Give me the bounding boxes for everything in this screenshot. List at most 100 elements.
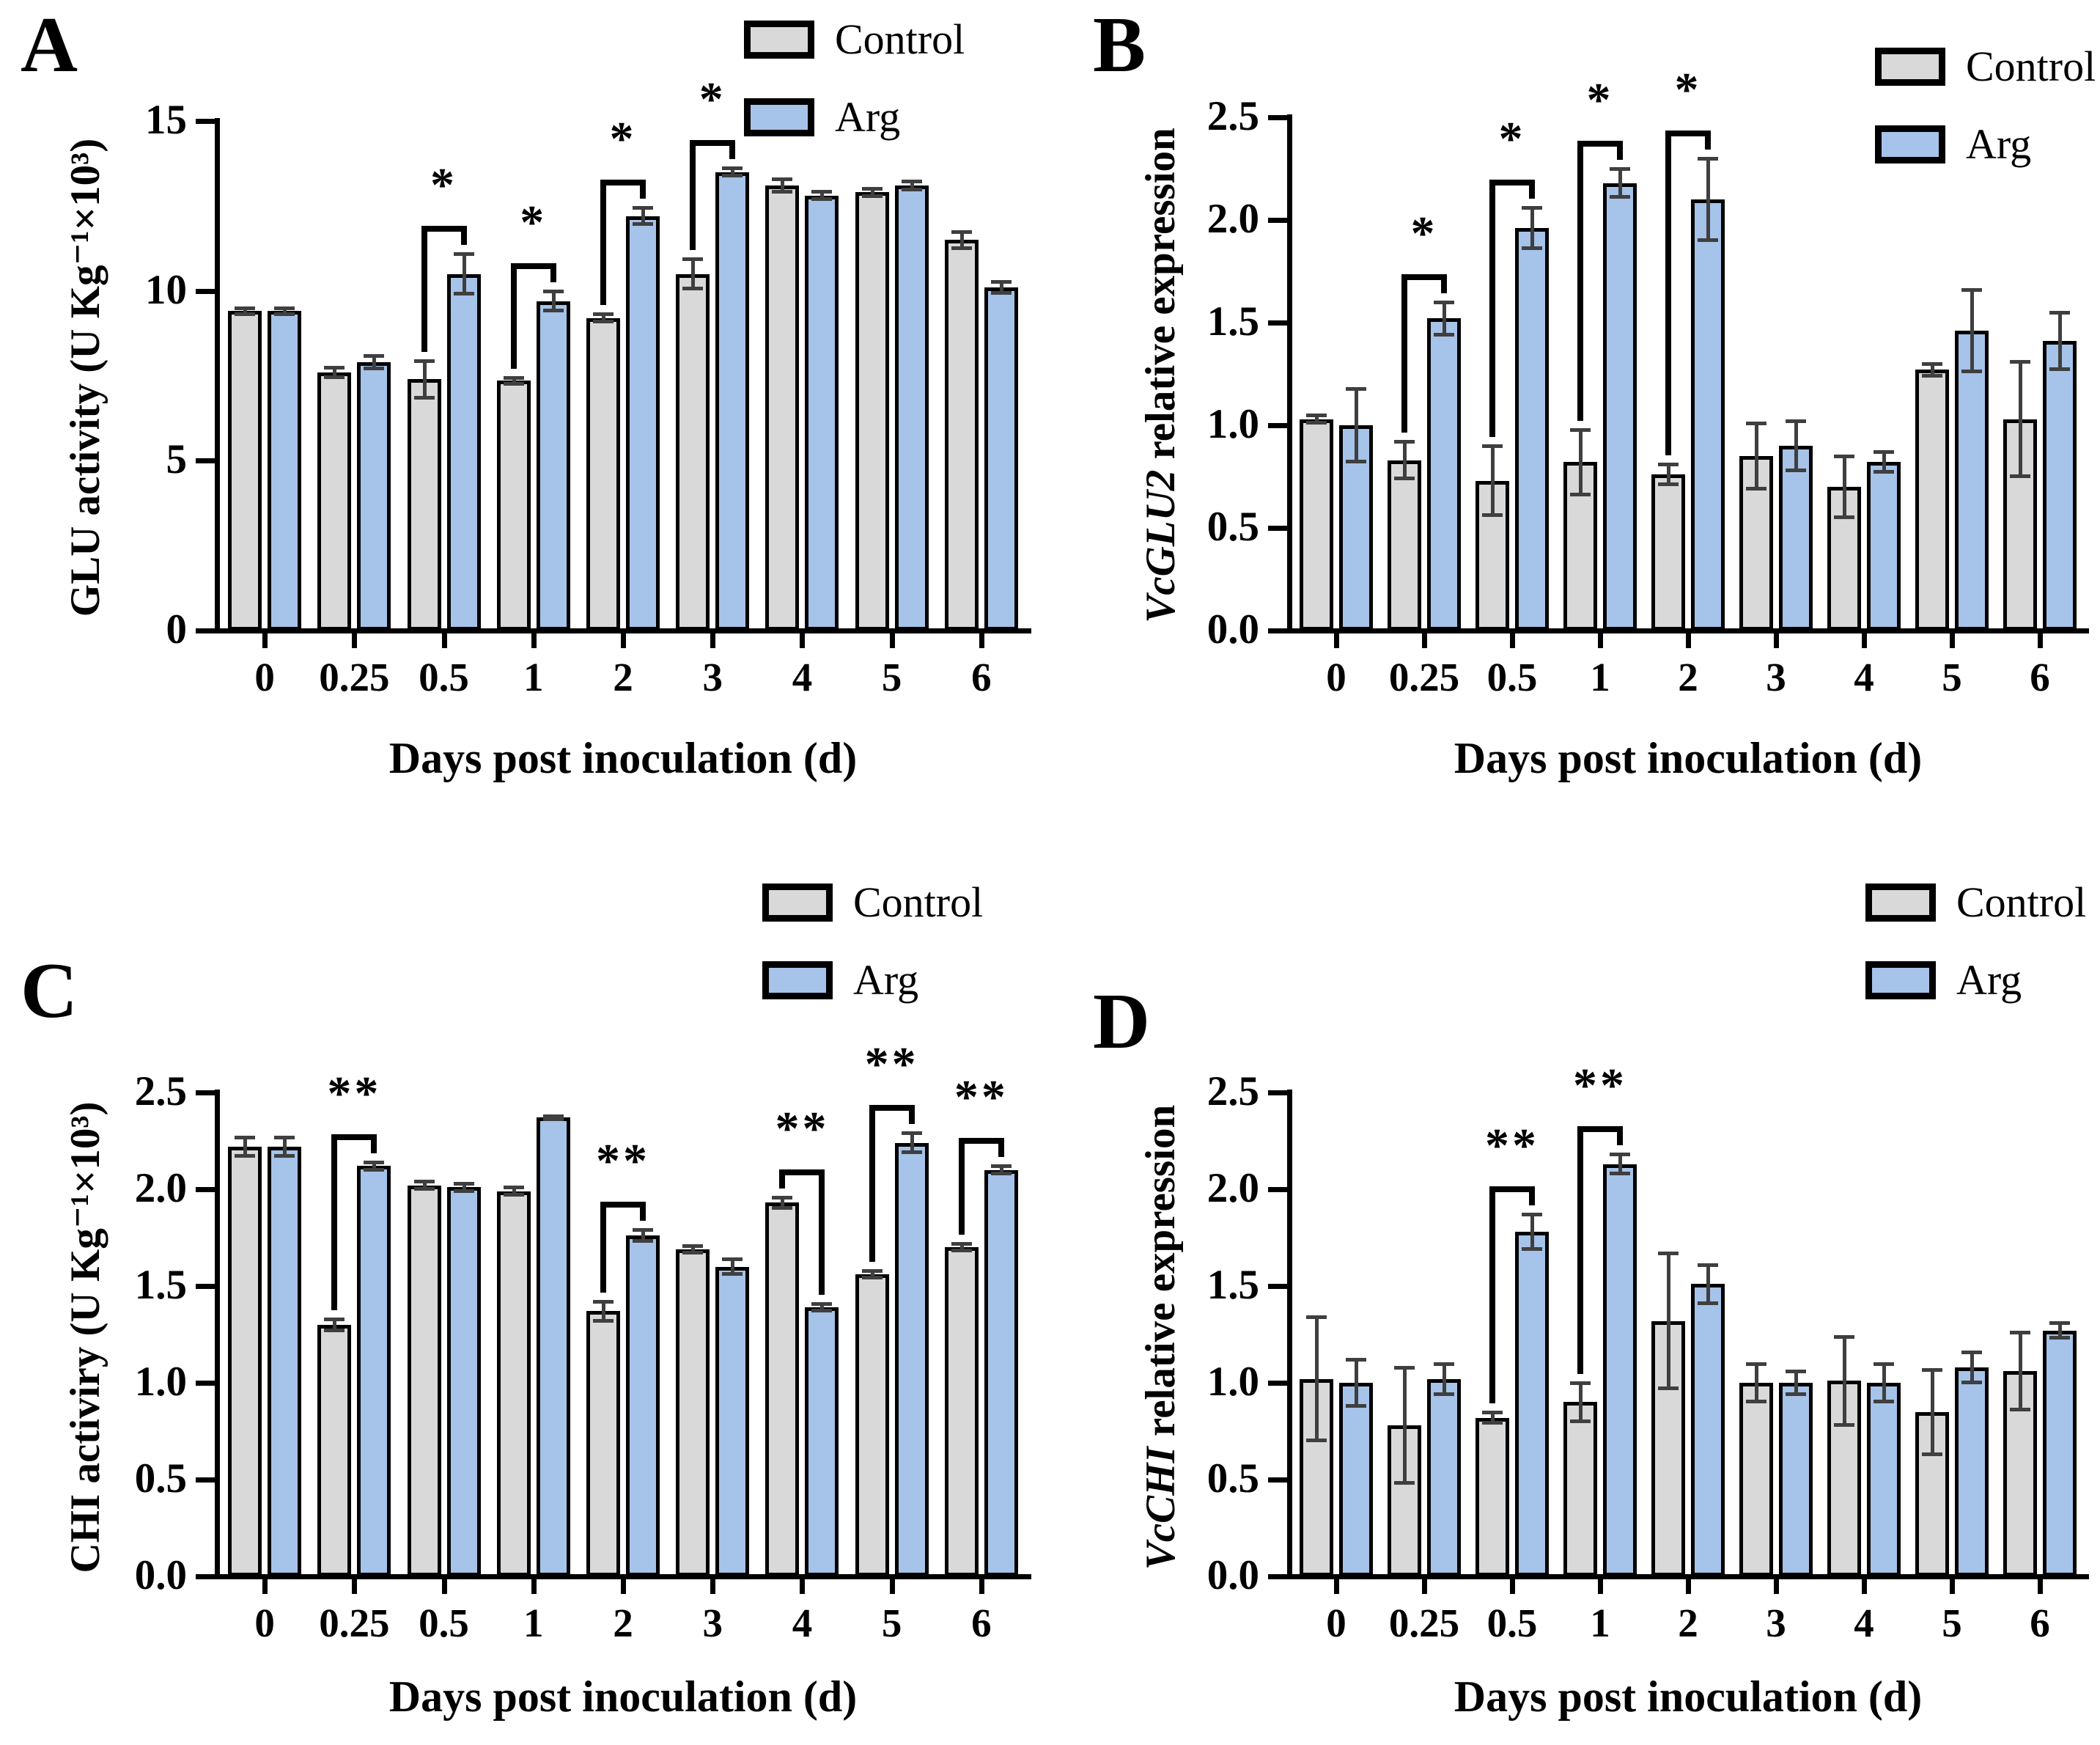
x-axis-title-a: Days post inoculation (d) xyxy=(388,734,858,782)
error-bar xyxy=(512,1187,516,1195)
x-tick-label: 3 xyxy=(1766,1601,1786,1645)
error-bar-cap-top xyxy=(1522,1213,1542,1217)
error-bar-cap-top xyxy=(1346,1358,1366,1362)
error-bar xyxy=(422,360,427,398)
error-bar-cap-top xyxy=(772,1195,793,1200)
error-bar-cap-top xyxy=(1698,1263,1718,1267)
x-tick-label: 0.25 xyxy=(319,1601,390,1645)
sig-bracket-leg-right xyxy=(1529,1186,1535,1206)
bar-arg-day-5 xyxy=(1955,331,1989,631)
x-axis-title-c: Days post inoculation (d) xyxy=(388,1672,858,1721)
error-bar-cap-bottom xyxy=(1482,1421,1503,1425)
legend-item-arg: Arg xyxy=(744,96,965,139)
x-tick-label: 6 xyxy=(971,1601,992,1645)
bar-control-day-0.5 xyxy=(407,379,441,631)
error-bar-cap-bottom xyxy=(1922,1452,1942,1456)
error-bar-cap-top xyxy=(1746,422,1766,426)
y-tick xyxy=(196,628,215,633)
x-tick xyxy=(1422,631,1427,648)
error-bar-cap-bottom xyxy=(1346,460,1366,464)
error-bar xyxy=(1931,364,1934,376)
sig-bracket xyxy=(869,1105,915,1112)
error-bar-cap-bottom xyxy=(1786,1392,1806,1396)
error-bar xyxy=(1794,1371,1798,1395)
error-bar-cap-bottom xyxy=(235,312,256,317)
sig-label: ** xyxy=(327,1067,382,1121)
x-tick-label: 0 xyxy=(254,1601,275,1645)
error-bar-cap-bottom xyxy=(1346,1403,1366,1408)
error-bar xyxy=(551,290,556,312)
x-tick-label: 4 xyxy=(1854,655,1874,699)
x-tick-label: 6 xyxy=(2030,1601,2050,1645)
panel-b: B VcGLU2 relative expression Control Arg… xyxy=(1050,0,2100,872)
sig-label: ** xyxy=(1573,1059,1627,1113)
error-bar-cap-bottom xyxy=(811,1309,833,1313)
error-bar-cap-top xyxy=(1482,444,1503,448)
error-bar xyxy=(1755,1363,1758,1403)
x-tick xyxy=(1334,1576,1339,1594)
error-bar-cap-top xyxy=(593,312,614,317)
legend-item-control: Control xyxy=(744,18,965,61)
sig-bracket xyxy=(510,262,556,269)
error-bar-cap-top xyxy=(1961,1350,1982,1354)
error-bar-cap-top xyxy=(1394,440,1415,444)
sig-label: * xyxy=(1586,73,1614,127)
plot-area-b: 0.0 0.5 1.0 1.5 2.0 2.5 0 0.25 0.5 1 2 3 4 5 6 * * * * xyxy=(1207,66,2089,697)
error-bar-cap-bottom xyxy=(1570,493,1591,497)
x-tick-label: 3 xyxy=(1766,655,1786,699)
plot-area-d: 0.0 0.5 1.0 1.5 2.0 2.5 0 0.25 0.5 1 2 3 4 5 6 ** ** xyxy=(1207,1062,2089,1643)
x-tick xyxy=(621,1576,626,1594)
error-bar-cap-bottom xyxy=(453,1189,474,1193)
error-bar-cap-top xyxy=(324,365,345,370)
error-bar-cap-top xyxy=(503,375,524,380)
error-bar-cap-bottom xyxy=(1394,476,1415,480)
x-tick xyxy=(800,631,806,648)
error-bar-cap-bottom xyxy=(861,1276,883,1280)
error-bar xyxy=(999,281,1003,294)
error-bar xyxy=(820,191,825,200)
x-tick-label: 6 xyxy=(2030,655,2050,699)
error-bar-cap-bottom xyxy=(1874,1400,1894,1404)
x-tick-label: 6 xyxy=(971,655,992,699)
x-tick xyxy=(531,631,537,648)
error-bar xyxy=(1355,1359,1358,1406)
bar-control-day-4 xyxy=(765,185,800,631)
error-bar xyxy=(2019,1332,2022,1410)
error-bar-cap-bottom xyxy=(1306,421,1327,425)
error-bar-cap-top xyxy=(235,1135,256,1139)
error-bar-cap-bottom xyxy=(503,382,524,386)
error-bar-cap-bottom xyxy=(901,1150,922,1154)
error-bar-cap-bottom xyxy=(1746,486,1766,491)
x-tick xyxy=(352,1576,358,1594)
x-tick xyxy=(352,631,358,648)
y-tick xyxy=(196,1381,215,1386)
x-tick-label: 4 xyxy=(1854,1601,1874,1645)
error-bar-cap-bottom xyxy=(364,367,385,371)
error-bar-cap-top xyxy=(1570,427,1591,432)
error-bar xyxy=(1403,441,1407,479)
error-bar-cap-top xyxy=(1306,414,1327,417)
legend-item-arg: Arg xyxy=(762,959,983,1002)
y-tick-label: 10 xyxy=(145,266,187,313)
error-bar-cap-top xyxy=(682,257,704,261)
y-tick-label: 0.5 xyxy=(1206,504,1259,550)
error-bar xyxy=(512,377,516,385)
plot-area-c: 0.0 0.5 1.0 1.5 2.0 2.5 0 0.25 0.5 1 2 3 4 5 6 ** ** ** **… xyxy=(135,1040,1031,1643)
bar-arg-day-0.5 xyxy=(446,273,481,631)
y-tick xyxy=(1268,320,1287,326)
error-bar-cap-top xyxy=(1961,288,1982,293)
y-tick-label: 5 xyxy=(166,436,188,483)
error-bar-cap-top xyxy=(453,1182,474,1186)
error-bar xyxy=(870,1270,874,1279)
error-bar xyxy=(602,1301,605,1321)
error-bar xyxy=(333,1318,337,1331)
error-bar-cap-top xyxy=(1922,1367,1942,1372)
error-bar-cap-top xyxy=(722,166,743,170)
error-bar xyxy=(641,207,645,225)
sig-bracket-leg-left xyxy=(690,139,696,250)
error-bar-cap-bottom xyxy=(861,194,883,198)
error-bar xyxy=(1970,290,1974,372)
bar-arg-day-0.25 xyxy=(1427,318,1461,631)
bar-control-day-3 xyxy=(676,273,710,631)
y-tick-label: 0.5 xyxy=(134,1455,187,1502)
